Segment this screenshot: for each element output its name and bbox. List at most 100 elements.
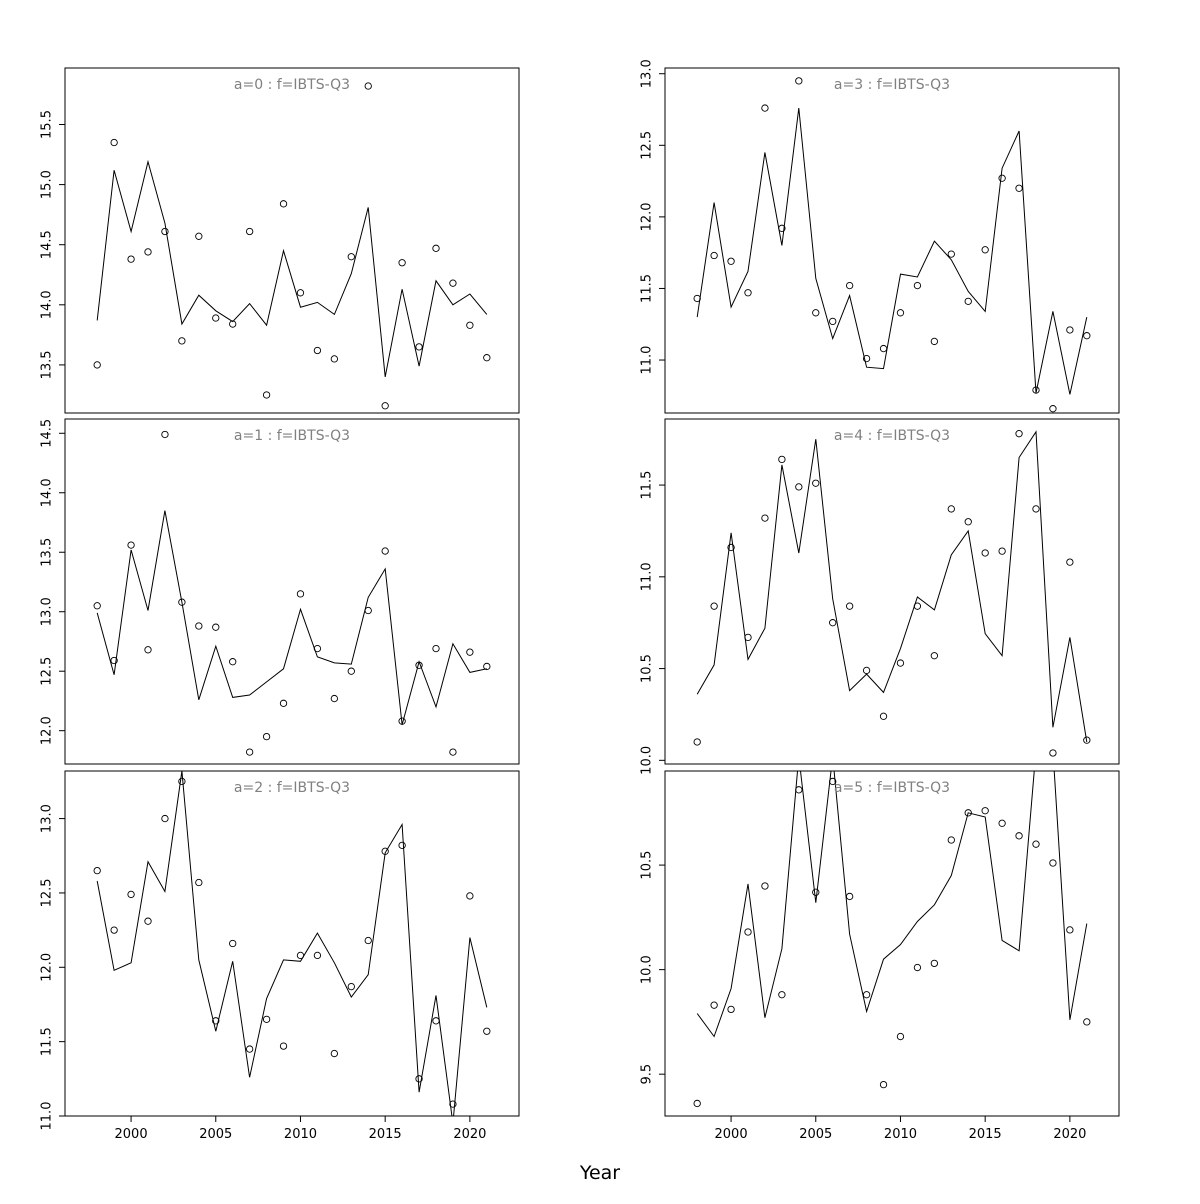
observed-point — [812, 888, 820, 896]
y-tick-label: 12.5 — [640, 131, 655, 160]
y-tick-label: 10.5 — [640, 654, 655, 683]
observed-point — [296, 590, 305, 598]
panel-data — [93, 430, 491, 756]
observed-point — [212, 623, 220, 631]
observed-point — [178, 598, 186, 606]
observed-point — [195, 878, 203, 887]
y-tick-label: 13.0 — [40, 597, 55, 626]
observed-point — [347, 667, 355, 675]
observed-point — [964, 297, 972, 305]
observed-point — [144, 646, 152, 654]
observed-point — [845, 892, 854, 901]
observed-point — [415, 343, 423, 351]
observed-point — [795, 786, 803, 794]
observed-point — [778, 455, 786, 464]
observed-point — [381, 547, 389, 555]
observed-point — [178, 337, 186, 345]
observed-point — [466, 648, 474, 656]
panel-title: a=0 : f=IBTS-Q3 — [234, 77, 350, 93]
y-tick-label: 15.0 — [40, 170, 55, 199]
observed-point — [313, 644, 322, 653]
observed-point — [364, 936, 372, 945]
observed-point — [1032, 505, 1040, 513]
observed-point — [947, 505, 955, 513]
observed-point — [812, 479, 820, 487]
observed-point — [449, 1100, 457, 1108]
x-tick-label: 2015 — [369, 1127, 402, 1142]
observed-point — [862, 666, 871, 675]
observed-point — [727, 257, 735, 265]
observed-point — [879, 344, 888, 353]
observed-point — [398, 259, 406, 267]
observed-point — [998, 547, 1006, 555]
observed-point — [415, 1075, 423, 1083]
x-axis-label: Year — [579, 1162, 620, 1184]
observed-point — [364, 606, 372, 615]
observed-point — [829, 317, 837, 326]
observed-point — [161, 227, 169, 236]
panel-title: a=3 : f=IBTS-Q3 — [834, 77, 950, 93]
observed-point — [279, 699, 288, 707]
observed-point — [93, 361, 101, 369]
fitted-line — [696, 771, 1088, 1038]
y-tick-label: 11.5 — [640, 471, 655, 500]
y-tick-label: 13.0 — [40, 804, 55, 833]
x-tick-label: 2015 — [969, 1127, 1002, 1142]
observed-point — [229, 320, 237, 328]
panel-title: a=1 : f=IBTS-Q3 — [234, 428, 350, 444]
observed-point — [229, 658, 237, 666]
observed-point — [913, 963, 922, 972]
panel-1: 11.0 11.5 12.0 12.5 13.0 a=3 : f=IBTS-Q3 — [640, 59, 1120, 414]
panel-data — [93, 771, 491, 1116]
observed-point — [93, 866, 101, 875]
observed-point — [262, 732, 271, 741]
panel-title: a=5 : f=IBTS-Q3 — [834, 780, 950, 796]
x-tick-label: 2020 — [1053, 1127, 1086, 1142]
x-tick-label: 2000 — [715, 1127, 748, 1142]
observed-point — [330, 694, 339, 703]
observed-point — [144, 917, 152, 925]
panel-5: 9.5 10.0 10.5 2000 2005 2010 2015 2020 a=5 : f=I… — [640, 770, 1120, 1142]
observed-point — [93, 602, 101, 610]
observed-point — [879, 712, 888, 720]
observed-point — [398, 717, 406, 725]
observed-point — [913, 602, 922, 610]
y-tick-label: 11.5 — [40, 1027, 55, 1056]
y-tick-label: 14.0 — [40, 478, 55, 507]
y-tick-label: 13.5 — [40, 538, 55, 567]
observed-point — [347, 982, 355, 991]
observed-point — [1083, 736, 1091, 744]
observed-point — [1015, 184, 1023, 192]
observed-point — [449, 748, 457, 756]
fitted-line — [696, 108, 1088, 395]
observed-point — [313, 346, 322, 355]
y-tick-label: 11.0 — [40, 1102, 55, 1131]
observed-point — [110, 926, 118, 934]
panel-4: 11.0 11.5 12.0 12.5 13.0 2000 2005 2010 2015 2020… — [40, 770, 520, 1142]
observed-point — [245, 227, 254, 236]
observed-point — [1066, 326, 1074, 334]
y-tick-label: 10.0 — [640, 955, 655, 984]
observed-point — [330, 1049, 339, 1058]
panel-3: 10.0 10.5 11.0 11.5 a=4 : f=IBTS-Q3 — [640, 418, 1120, 775]
observed-point — [778, 991, 786, 999]
observed-point — [812, 309, 820, 317]
observed-point — [313, 951, 322, 960]
y-tick-label: 11.0 — [640, 346, 655, 375]
observed-point — [195, 622, 203, 630]
observed-point — [466, 321, 474, 329]
observed-point — [398, 841, 406, 850]
observed-point — [947, 250, 955, 258]
observed-point — [110, 656, 118, 665]
observed-point — [432, 244, 440, 252]
observed-point — [795, 483, 803, 491]
observed-point — [862, 354, 871, 363]
y-tick-label: 13.5 — [40, 350, 55, 379]
observed-point — [896, 659, 905, 667]
y-tick-label: 10.0 — [640, 746, 655, 775]
observed-point — [330, 355, 339, 363]
observed-point — [245, 1045, 254, 1053]
observed-point — [710, 251, 718, 260]
observed-point — [1032, 840, 1040, 848]
